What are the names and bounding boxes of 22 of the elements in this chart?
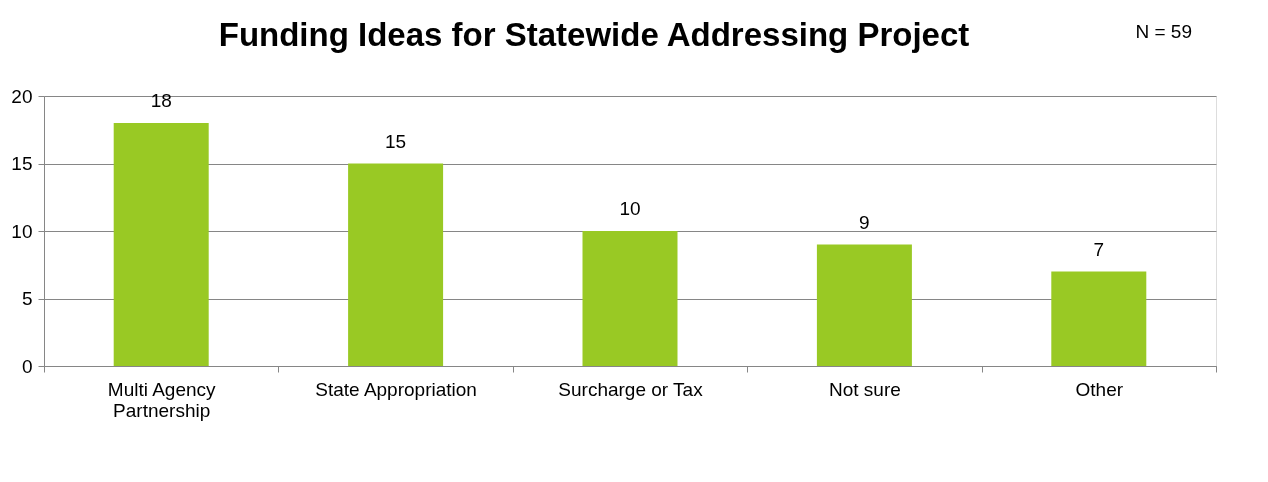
x-tick-label: Surcharge or Tax bbox=[558, 378, 704, 400]
y-tick-label: 0 bbox=[21, 355, 33, 377]
x-tick-label: State Appropriation bbox=[315, 378, 477, 400]
x-tick-label: Multi Agency Partnership bbox=[107, 378, 217, 421]
chart-title: Funding Ideas for Statewide Addressing Project bbox=[218, 16, 970, 53]
bar bbox=[816, 244, 912, 366]
y-tick-label: 5 bbox=[21, 288, 33, 309]
data-label: 15 bbox=[385, 130, 407, 152]
y-tick-label: 10 bbox=[11, 220, 33, 242]
y-tick-label: 20 bbox=[11, 85, 33, 107]
bar bbox=[113, 123, 209, 366]
x-tick-label: Other bbox=[1075, 378, 1124, 400]
bar bbox=[1051, 271, 1147, 366]
bar bbox=[348, 163, 444, 366]
data-label: 18 bbox=[150, 90, 172, 111]
bar bbox=[582, 231, 678, 366]
x-tick-label: Not sure bbox=[828, 378, 901, 400]
y-tick-label: 15 bbox=[11, 153, 33, 174]
data-label: 9 bbox=[859, 211, 870, 233]
data-label: 10 bbox=[619, 198, 641, 219]
text: N = 59 bbox=[1135, 21, 1192, 42]
data-label: 7 bbox=[1093, 238, 1105, 260]
